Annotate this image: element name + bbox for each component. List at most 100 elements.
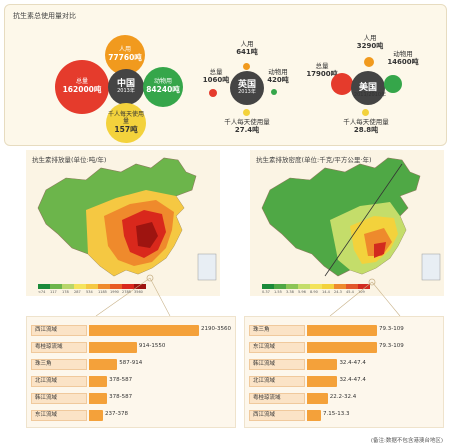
bar-fill [89, 325, 199, 336]
us-human-label: 人用 [363, 34, 377, 42]
bar-value: 2190-3560 [201, 326, 231, 332]
bar-row: 西江流域 7.15-13.3 [245, 408, 443, 423]
us-animal-label: 动物用 [393, 50, 413, 58]
emission-map-panel: 抗生素排放量(单位:吨/年) <74 117 178 287 534 1185 1990… [26, 150, 220, 296]
density-band-red [374, 242, 386, 258]
uk-total-label: 总量 [209, 68, 223, 76]
uk-human: 人用 641吨 [227, 40, 267, 57]
bar-value: 79.3-109 [379, 326, 404, 332]
china-density-map [261, 157, 441, 281]
uk-center-bubble: 英国 2013年 [230, 71, 264, 105]
bar-row: 东江流域 237-378 [27, 408, 235, 423]
china-per-bubble: 千人每天使用量 157吨 [106, 103, 146, 143]
bar-fill [89, 410, 103, 421]
emission-band-darkred [136, 222, 158, 248]
uk-per-dot [243, 109, 250, 116]
bar-fill [89, 393, 108, 404]
uk-animal-dot [271, 89, 277, 95]
uk-human-dot [243, 63, 250, 70]
bar-row: 粤桂琼流域 914-1550 [27, 340, 235, 355]
us-human-value: 3290吨 [356, 42, 384, 51]
bar-label: 东江流域 [249, 342, 305, 353]
bar-fill [307, 376, 338, 387]
uk-name: 英国 [237, 79, 256, 90]
bar-fill [307, 342, 377, 353]
uk-human-label: 人用 [240, 40, 254, 48]
bar-fill [307, 393, 328, 404]
china-total-label: 总量 [75, 78, 88, 86]
uk-per-value: 27.4吨 [234, 126, 260, 135]
us-human: 人用 3290吨 [350, 34, 390, 51]
uk-animal-label: 动物用 [268, 68, 288, 76]
bar-value: 378-587 [109, 377, 133, 383]
uk-total: 总量 1060吨 [201, 68, 231, 85]
bar-label: 珠三角 [249, 325, 305, 336]
china-per-label: 千人每天使用量 [107, 110, 144, 125]
us-per-label: 千人每天使用量 [343, 118, 389, 126]
bar-label: 北江流域 [249, 376, 305, 387]
uk-per: 千人每天使用量 27.4吨 [217, 118, 277, 135]
uk-animal: 动物用 420吨 [261, 68, 295, 85]
bar-row: 东江流域 79.3-109 [245, 340, 443, 355]
bar-label: 东江流域 [31, 410, 87, 421]
bar-label: 韩江流域 [249, 359, 305, 370]
us-animal-dot [384, 75, 402, 93]
footnote: (备注:数据不包含港澳台地区) [370, 438, 443, 444]
us-human-dot [364, 57, 374, 67]
bar-label: 珠三角 [31, 359, 87, 370]
china-animal-bubble: 动物用 84240吨 [143, 67, 183, 107]
uk-total-dot [209, 89, 217, 97]
bar-row: 北江流域 32.4-47.4 [245, 374, 443, 389]
bar-row: 珠三角 587-914 [27, 357, 235, 372]
us-per-value: 28.8吨 [353, 126, 379, 135]
bar-value: 32.4-47.4 [339, 360, 366, 366]
bar-fill [89, 359, 118, 370]
bar-label: 粤桂琼流域 [249, 393, 305, 404]
bar-value: 914-1550 [138, 343, 166, 349]
right-map-title: 抗生素排放密度(单位:千克/平方公里·年) [256, 156, 372, 164]
bar-row: 韩江流域 32.4-47.4 [245, 357, 443, 372]
bar-row: 粤桂琼流域 22.2-32.4 [245, 391, 443, 406]
uk-per-label: 千人每天使用量 [224, 118, 270, 126]
china-name: 中国 [116, 78, 135, 89]
density-band-orange [364, 228, 392, 256]
bar-value: 32.4-47.4 [339, 377, 366, 383]
china-per-value: 157吨 [114, 124, 138, 134]
us-year: 2011/2010年 [353, 92, 387, 98]
panel-title: 抗生素总使用量对比 [13, 12, 76, 20]
uk-total-value: 1060吨 [202, 76, 230, 85]
china-total-value: 162000吨 [62, 85, 102, 95]
left-legend-ticks: <74 117 178 287 534 1185 1990 2788 3560 [38, 290, 143, 294]
bar-value: 587-914 [119, 360, 143, 366]
bar-fill [89, 376, 108, 387]
china-human-label: 人用 [118, 46, 131, 54]
bar-value: 7.15-13.3 [323, 411, 350, 417]
usage-comparison-panel: 抗生素总使用量对比 人用 77760吨 总量 162000吨 中国 2013年 … [4, 4, 447, 146]
bar-fill [307, 325, 377, 336]
china-center-bubble: 中国 2013年 [108, 69, 144, 105]
us-center-bubble: 美国 [351, 71, 385, 105]
right-map-legend [262, 284, 370, 289]
left-map-title: 抗生素排放量(单位:吨/年) [32, 156, 107, 164]
china-animal-label: 动物用 [153, 78, 172, 86]
china-year: 2013年 [117, 88, 135, 95]
china-animal-value: 84240吨 [146, 85, 180, 95]
bar-fill [307, 410, 321, 421]
us-total-label: 总量 [315, 62, 329, 70]
bar-value: 237-378 [105, 411, 128, 417]
uk-year: 2013年 [238, 89, 256, 96]
hu-line [324, 163, 403, 277]
bar-value: 22.2-32.4 [329, 394, 357, 400]
uk-human-value: 641吨 [236, 48, 258, 57]
bar-row: 珠三角 79.3-109 [245, 323, 443, 338]
uk-animal-value: 420吨 [267, 76, 289, 85]
bar-label: 西江流域 [249, 410, 305, 421]
density-bar-panel: 珠三角 79.3-109 东江流域 79.3-109 韩江流域 32.4-47.4 北江流域… [244, 316, 444, 428]
china-human-value: 77760吨 [108, 53, 142, 63]
us-total: 总量 17900吨 [305, 62, 339, 79]
bar-row: 西江流域 2190-3560 [27, 323, 235, 338]
bar-fill [89, 342, 137, 353]
bar-value: 79.3-109 [379, 343, 404, 349]
bar-row: 韩江流域 378-587 [27, 391, 235, 406]
